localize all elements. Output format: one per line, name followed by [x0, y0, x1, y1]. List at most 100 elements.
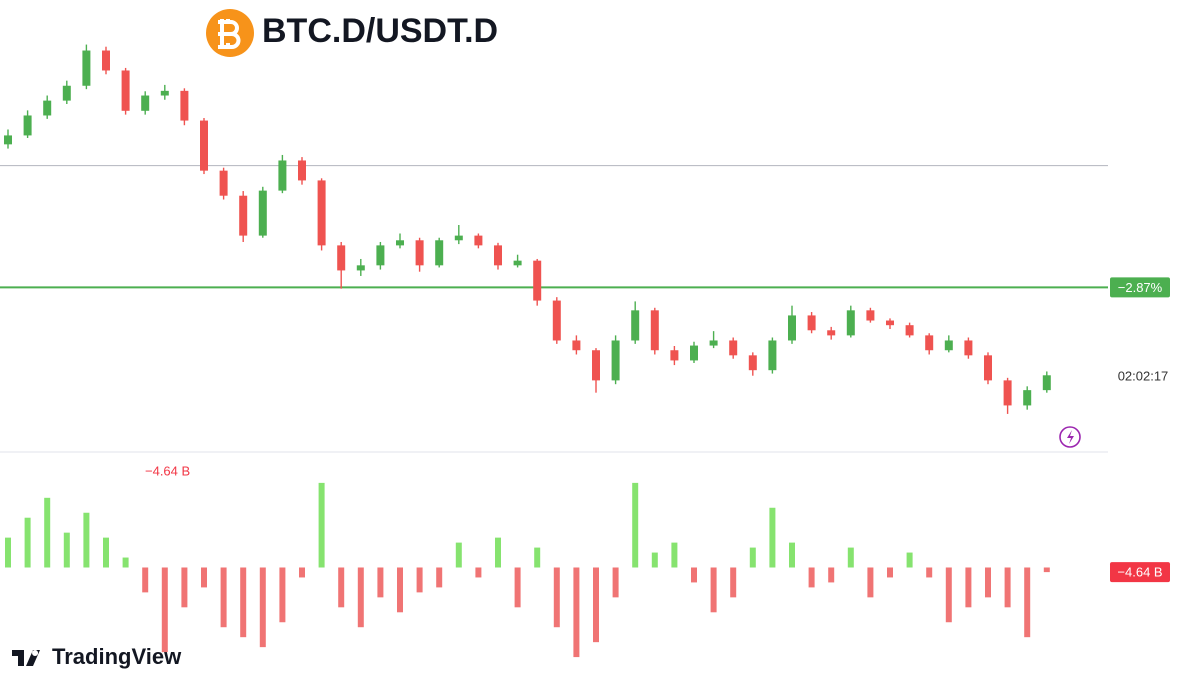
candle-body	[435, 240, 444, 266]
candle-body	[219, 170, 228, 196]
histogram-bar	[789, 542, 795, 568]
histogram-bar	[710, 567, 717, 613]
candle-body	[611, 340, 620, 381]
candle-body	[396, 240, 404, 246]
histogram-bar	[593, 567, 599, 643]
histogram-bar	[671, 542, 678, 568]
candle-body	[4, 135, 12, 145]
candle-body	[1042, 375, 1051, 391]
histogram-bar	[632, 482, 639, 568]
candle-body	[768, 340, 777, 371]
histogram-bar	[906, 552, 913, 568]
candle-body	[258, 190, 267, 236]
candle-body	[788, 315, 796, 341]
candle-body	[317, 180, 326, 246]
candle-body	[905, 325, 914, 336]
histogram-bar	[357, 567, 364, 628]
candle-body	[1003, 380, 1012, 406]
candle-body	[846, 310, 855, 336]
candle-body	[925, 335, 934, 351]
histogram-bar	[808, 567, 815, 588]
histogram-bar	[612, 567, 619, 598]
candle-body	[62, 85, 71, 101]
histogram-bar	[553, 567, 560, 628]
candle-body	[513, 260, 522, 266]
histogram-bar	[103, 537, 109, 568]
histogram-bar	[279, 567, 286, 623]
value-label: −4.64 B	[1117, 565, 1162, 580]
alert-bolt	[1067, 430, 1074, 444]
histogram-bar	[318, 482, 325, 568]
candle-body	[886, 320, 894, 326]
candle-body	[827, 330, 836, 336]
histogram-bar	[299, 567, 305, 578]
candle-body	[102, 50, 110, 71]
candle-body	[670, 350, 679, 361]
level-label-box	[1110, 277, 1170, 298]
candle-body	[552, 300, 561, 341]
candle-body	[239, 195, 248, 236]
candle-body	[533, 260, 542, 301]
histogram-bar	[965, 567, 972, 608]
histogram-bar	[455, 542, 462, 568]
candle-body	[964, 340, 973, 356]
histogram-bar	[1024, 567, 1031, 638]
countdown: 02:02:17	[1118, 368, 1169, 383]
histogram-bar	[436, 567, 443, 588]
histogram-bar	[945, 567, 952, 623]
candle-body	[356, 265, 365, 271]
histogram-bar	[220, 567, 227, 628]
histogram-bar	[651, 552, 658, 568]
candle-body	[807, 315, 816, 331]
candle-body	[298, 160, 306, 181]
candle-body	[474, 235, 483, 246]
chart-title: BTC.D/USDT.D	[262, 12, 498, 50]
candle-body	[748, 355, 757, 371]
histogram-bar	[730, 567, 737, 598]
histogram-bar	[377, 567, 384, 598]
candle-body	[572, 340, 581, 351]
candle-body	[415, 240, 424, 266]
histogram-bar	[1043, 567, 1050, 573]
histogram-bar	[83, 512, 90, 568]
brand: TradingView	[52, 644, 182, 669]
candle-body	[709, 340, 718, 346]
candle-body	[592, 350, 600, 381]
candle-body	[200, 120, 208, 171]
histogram-bar	[1004, 567, 1011, 608]
histogram-bar	[847, 547, 854, 568]
histogram-bar	[44, 497, 51, 568]
candle-body	[690, 345, 698, 361]
candle-body	[337, 245, 346, 271]
histogram-bar	[828, 567, 835, 583]
candle-body	[454, 235, 463, 241]
candle-body	[984, 355, 992, 381]
candle-body	[729, 340, 738, 356]
candle-body	[278, 160, 287, 191]
histogram-bar	[397, 567, 403, 613]
candle-body	[23, 115, 32, 136]
candle-body	[944, 340, 953, 351]
histogram-bar	[514, 567, 521, 608]
histogram-bar	[475, 567, 482, 578]
histogram-bar	[926, 567, 933, 578]
candle-body	[82, 50, 91, 86]
histogram-bar	[416, 567, 423, 593]
candle-body	[141, 95, 150, 111]
histogram-bar	[142, 567, 149, 593]
histogram-bar	[985, 567, 991, 598]
candle-body	[1023, 390, 1032, 406]
histogram-bar	[181, 567, 188, 608]
histogram-bar	[5, 537, 11, 568]
alert-icon[interactable]	[1059, 426, 1081, 448]
candle-body	[376, 245, 385, 266]
histogram-bar	[24, 517, 31, 568]
indicator-value: −4.64 B	[145, 463, 190, 478]
candle-body	[631, 310, 640, 341]
candle-body	[866, 310, 875, 321]
histogram-bar	[63, 532, 70, 568]
histogram-bar	[867, 567, 874, 598]
histogram-bar	[259, 567, 266, 648]
candle-body	[494, 245, 502, 266]
